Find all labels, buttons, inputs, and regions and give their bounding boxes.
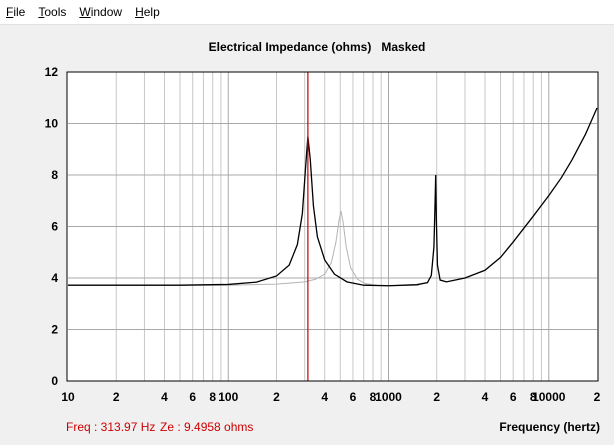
- x-tick-label: 100: [218, 390, 238, 404]
- x-tick-label: 2: [113, 390, 120, 404]
- menu-bar: File Tools Window Help: [0, 0, 614, 25]
- x-tick-label: 8: [370, 390, 377, 404]
- impedance-chart[interactable]: Electrical Impedance (ohms) Masked 02468…: [0, 24, 614, 445]
- x-tick-label: 4: [321, 390, 328, 404]
- y-tick-label: 8: [51, 168, 58, 182]
- menu-file[interactable]: File: [6, 5, 26, 19]
- y-tick-label: 0: [51, 374, 58, 388]
- x-tick-label: 4: [161, 390, 168, 404]
- menu-help[interactable]: Help: [135, 5, 160, 19]
- x-tick-label: 10000: [532, 390, 566, 404]
- y-axis: 0 2 4 6 8 10 12: [45, 65, 59, 388]
- x-tick-label: 2: [433, 390, 440, 404]
- freq-readout: Freq : 313.97 Hz: [66, 420, 155, 434]
- impedance-curve: [68, 107, 598, 287]
- x-tick-label: 8: [209, 390, 216, 404]
- x-tick-label: 6: [350, 390, 357, 404]
- x-tick-label: 4: [482, 390, 489, 404]
- x-tick-label: 6: [510, 390, 517, 404]
- x-axis-label: Frequency (hertz): [499, 420, 600, 434]
- x-tick-label: 8: [530, 390, 537, 404]
- x-tick-label: 2: [273, 390, 280, 404]
- plot-frame: [66, 71, 599, 382]
- y-tick-label: 12: [45, 65, 59, 79]
- y-tick-label: 6: [51, 220, 58, 234]
- x-tick-label: 1000: [375, 390, 402, 404]
- y-tick-label: 2: [51, 323, 58, 337]
- ze-readout: Ze : 9.4958 ohms: [160, 420, 253, 434]
- y-tick-label: 10: [45, 117, 59, 131]
- x-tick-label: 10: [61, 390, 75, 404]
- menu-window[interactable]: Window: [79, 5, 123, 19]
- chart-title: Electrical Impedance (ohms) Masked: [209, 40, 426, 54]
- x-tick-label: 2: [594, 390, 601, 404]
- y-tick-label: 4: [51, 271, 58, 285]
- x-tick-label: 6: [189, 390, 196, 404]
- menu-tools[interactable]: Tools: [38, 5, 67, 19]
